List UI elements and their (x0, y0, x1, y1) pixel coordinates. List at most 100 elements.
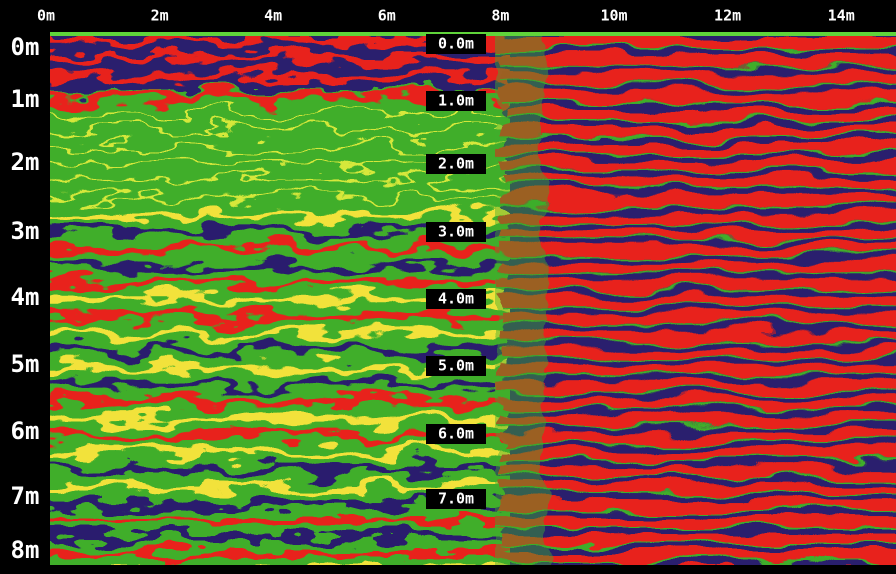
stripe-edge (500, 442, 896, 444)
stripe (500, 432, 896, 442)
stripe (500, 517, 896, 527)
stripe-edge (500, 289, 896, 291)
stripe (500, 126, 896, 136)
y-axis-label: 6m (11, 417, 40, 445)
stripe (30, 145, 510, 147)
x-axis-label: 12m (714, 7, 741, 25)
stripe-edge (500, 527, 896, 529)
stripe (500, 296, 896, 306)
stripe (500, 364, 896, 374)
stripe (500, 143, 896, 153)
stripe (500, 449, 896, 459)
stripe (30, 211, 510, 218)
depth-marker: 3.0m (438, 223, 474, 241)
depth-marker: 5.0m (438, 357, 474, 375)
stripe-edge (500, 85, 896, 87)
y-axis-label: 0m (11, 33, 40, 61)
stripe (500, 313, 896, 323)
x-axis-label: 2m (151, 7, 169, 25)
stripe (500, 483, 896, 493)
stripe-edge (500, 476, 896, 478)
stripe-edge (500, 187, 896, 189)
stripe (500, 228, 896, 238)
stripe (500, 36, 896, 47)
stripe (30, 449, 510, 456)
stripe-edge (500, 340, 896, 342)
radargram-screen: 0m2m4m6m8m10m12m14m0m1m2m3m4m5m6m7m8m0.0… (0, 0, 896, 574)
stripe-edge (500, 119, 896, 121)
y-axis-label: 8m (11, 536, 40, 564)
stripe-edge (500, 136, 896, 138)
x-axis-label: 6m (378, 7, 396, 25)
stripe-edge (500, 66, 896, 68)
y-axis-label: 1m (11, 85, 40, 113)
stripe (30, 517, 510, 524)
stripe (500, 194, 896, 204)
stripe (500, 279, 896, 289)
depth-marker: 7.0m (438, 490, 474, 508)
stripe-edge (500, 561, 896, 563)
y-axis-label: 4m (11, 283, 40, 311)
y-axis-label: 2m (11, 148, 40, 176)
stripe (500, 381, 896, 391)
stripe-edge (500, 544, 896, 546)
stripe-edge (500, 238, 896, 240)
y-axis-label: 5m (11, 350, 40, 378)
x-axis-label: 4m (264, 7, 282, 25)
column (495, 32, 545, 572)
stripe-edge (500, 493, 896, 495)
y-axis-label: 3m (11, 217, 40, 245)
stripe (500, 466, 896, 476)
x-axis-label: 8m (491, 7, 509, 25)
stripe (30, 262, 510, 269)
stripe (30, 128, 510, 130)
stripe (30, 245, 510, 252)
stripe-edge (500, 170, 896, 172)
stripe-edge (500, 510, 896, 512)
depth-marker: 2.0m (438, 155, 474, 173)
stripe (500, 92, 896, 103)
stripe (500, 534, 896, 544)
stripe (500, 109, 896, 119)
stripe (30, 111, 510, 113)
stripe (30, 398, 510, 405)
x-axis-label: 0m (37, 7, 55, 25)
stripe (500, 398, 896, 408)
stripe-edge (500, 153, 896, 155)
stripe (30, 330, 510, 337)
stripe (500, 211, 896, 221)
depth-marker: 1.0m (438, 92, 474, 110)
stripe-edge (500, 357, 896, 359)
stripe (30, 73, 510, 81)
stripe (30, 179, 510, 181)
stripe (30, 551, 510, 558)
stripe-edge (500, 102, 896, 104)
stripe-edge (500, 255, 896, 256)
stripe-edge (500, 391, 896, 393)
stripe (500, 347, 896, 357)
stripe (30, 54, 510, 62)
depth-marker: 4.0m (438, 290, 474, 308)
stripe (500, 160, 896, 170)
stripe-edge (500, 374, 896, 376)
stripe (500, 245, 896, 255)
stripe (500, 551, 896, 561)
stripe-edge (500, 408, 896, 410)
stripe-edge (500, 459, 896, 461)
stripe (30, 279, 510, 286)
stripe (500, 330, 896, 340)
depth-marker: 0.0m (438, 35, 474, 53)
stripe (500, 500, 896, 510)
depth-marker: 6.0m (438, 425, 474, 443)
stripe (30, 196, 510, 198)
stripe (30, 381, 510, 388)
stripe (500, 177, 896, 187)
stripe (30, 466, 510, 473)
stripe-edge (500, 306, 896, 308)
stripe-edge (500, 221, 896, 223)
stripe (30, 415, 510, 422)
stripe-edge (500, 47, 896, 49)
x-axis-label: 10m (600, 7, 627, 25)
x-axis-label: 14m (828, 7, 855, 25)
stripe (500, 54, 896, 66)
